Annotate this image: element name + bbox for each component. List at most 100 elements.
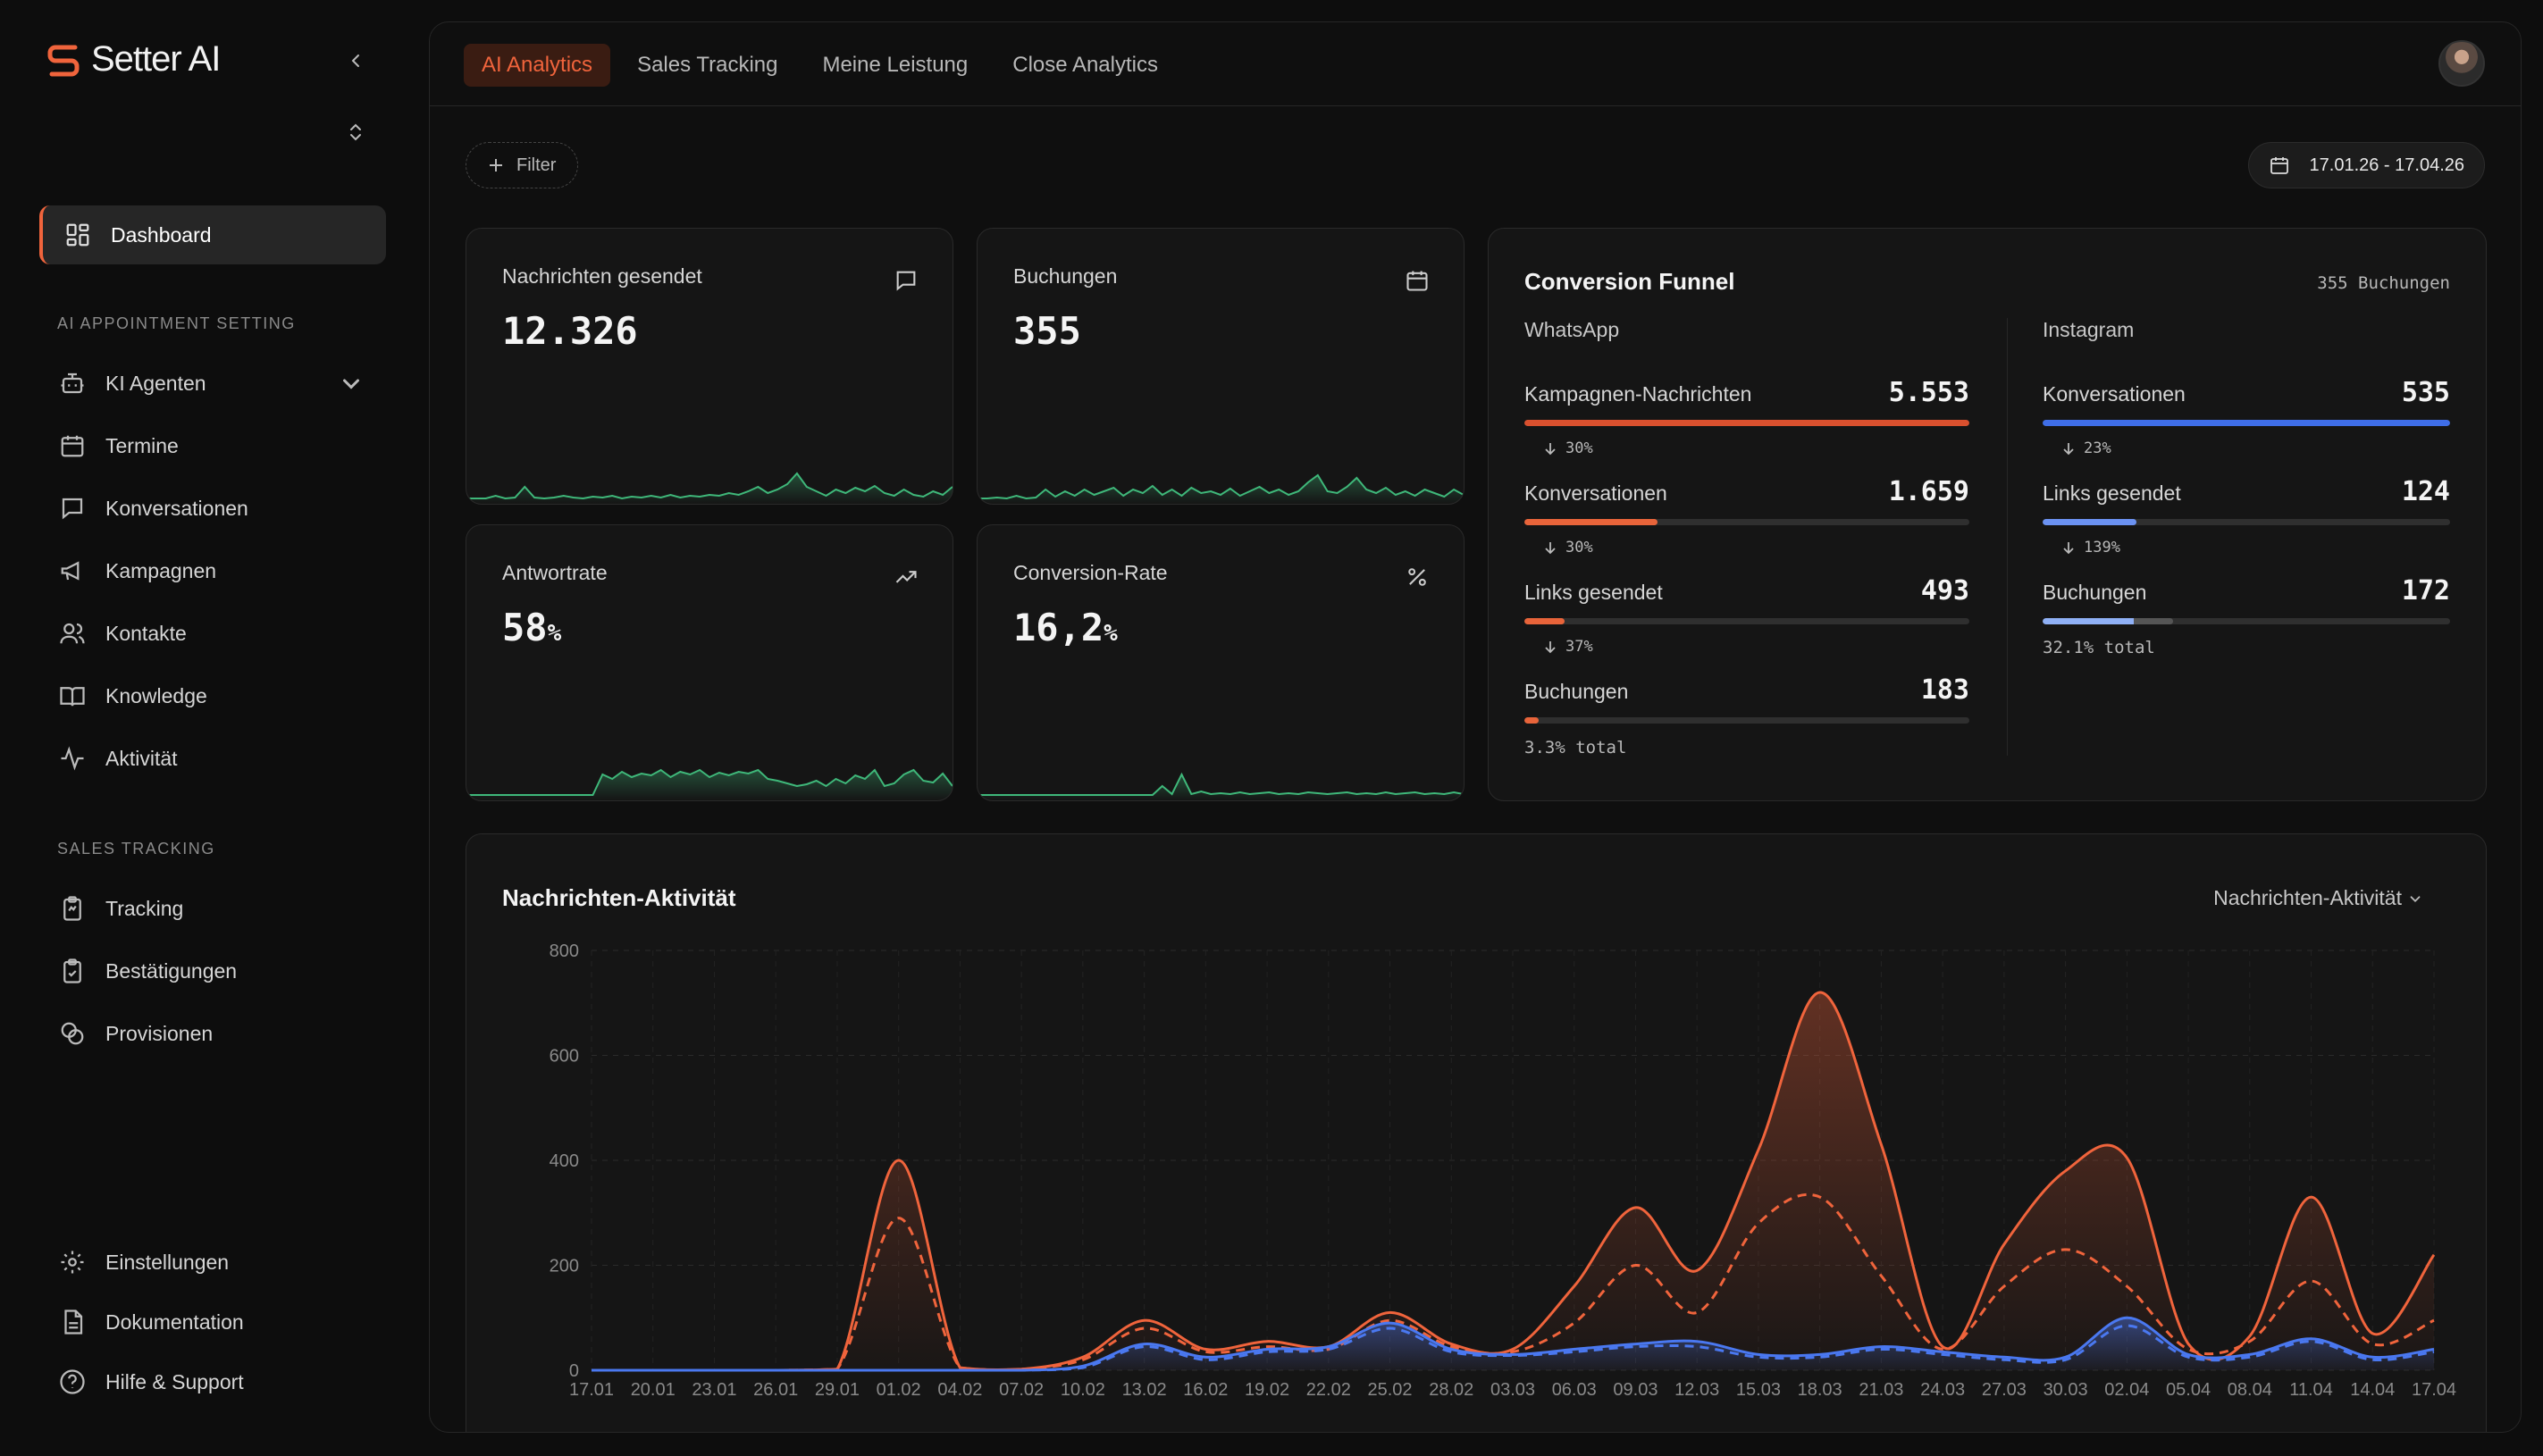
funnel-row-bar-fill (2043, 519, 2136, 525)
funnel-row-bar (2043, 519, 2450, 525)
users-icon (60, 623, 85, 644)
x-tick-label: 13.02 (1122, 1380, 1167, 1400)
chat-icon (62, 498, 83, 520)
nav-tracking[interactable]: Tracking (39, 879, 386, 938)
nav-label: Provisionen (105, 1021, 214, 1045)
kpi-card-messages: Nachrichten gesendet 12.326 (466, 228, 953, 505)
nav-label: Kontakte (105, 621, 187, 645)
funnel-row-bar (1524, 618, 1969, 624)
x-tick-label: 26.01 (753, 1380, 798, 1400)
kpi-card-conversion-rate: Conversion-Rate 16,2% (977, 524, 1465, 801)
funnel-row-value: 493 (1920, 575, 1969, 607)
tab-sales-tracking[interactable]: Sales Tracking (637, 53, 778, 77)
funnel-row-bar-fill (1524, 717, 1540, 724)
whatsapp-funnel-total: 3.3% total (1524, 738, 1627, 757)
chart-metric-select[interactable]: Nachrichten-Aktivität (2213, 886, 2423, 910)
x-tick-label: 10.02 (1061, 1380, 1105, 1400)
sparkline-area (978, 475, 1464, 504)
nav-label: Aktivität (105, 746, 178, 770)
nav-ki-agenten[interactable]: KI Agenten (39, 354, 386, 413)
series-line (591, 1324, 2435, 1372)
funnel-row-bar-fill (1524, 420, 1969, 426)
x-tick-label: 06.03 (1552, 1380, 1597, 1400)
x-tick-label: 30.03 (2044, 1380, 2088, 1400)
nav-termine[interactable]: Termine (39, 416, 386, 475)
nav-dashboard[interactable]: Dashboard (39, 205, 386, 264)
funnel-row-label: Kampagnen-Nachrichten (1524, 382, 1752, 406)
x-tick-label: 04.02 (937, 1380, 982, 1400)
date-range-button[interactable]: 17.01.26 - 17.04.26 (2247, 142, 2485, 188)
sparkline-line (978, 772, 1464, 796)
gear-icon (61, 1251, 84, 1274)
funnel-drop-value: 37% (1565, 638, 1593, 656)
funnel-row-value: 5.553 (1888, 377, 1969, 408)
nav-hilfe-support[interactable]: Hilfe & Support (39, 1352, 386, 1411)
conversion-funnel-card: Conversion Funnel 355 Buchungen WhatsApp… (1488, 228, 2487, 801)
sparkline-area (466, 473, 953, 504)
chat-icon (896, 271, 916, 291)
dashboard-icon (66, 223, 89, 247)
funnel-row-label: Links gesendet (2043, 481, 2181, 505)
nav-kampagnen[interactable]: Kampagnen (39, 541, 386, 600)
nav-knowledge[interactable]: Knowledge (39, 666, 386, 725)
nav-label: Knowledge (105, 683, 207, 707)
x-tick-label: 16.02 (1183, 1380, 1228, 1400)
chart-select-label: Nachrichten-Aktivität (2213, 886, 2402, 909)
x-tick-label: 29.01 (815, 1380, 860, 1400)
filter-button[interactable]: Filter (466, 142, 579, 188)
funnel-row-bar (1524, 519, 1969, 525)
funnel-drop: 139% (2062, 539, 2120, 556)
funnel-row-bar-fill (1524, 618, 1565, 624)
avatar[interactable] (2438, 40, 2485, 87)
kpi-title: Buchungen (1013, 264, 1118, 288)
funnel-row-bar (1524, 420, 1969, 426)
x-tick-label: 01.02 (877, 1380, 921, 1400)
nav-label: Dokumentation (105, 1310, 244, 1334)
activity-icon (61, 746, 84, 771)
nav-bestaetigungen[interactable]: Bestätigungen (39, 941, 386, 1000)
funnel-row-value: 183 (1920, 674, 1969, 706)
nav-label: Tracking (105, 896, 184, 920)
arrow-down-icon (1545, 443, 1556, 456)
nav-provisionen[interactable]: Provisionen (39, 1004, 386, 1063)
kpi-number: 58 (502, 606, 548, 649)
funnel-drop: 23% (2062, 439, 2111, 457)
date-range-label: 17.01.26 - 17.04.26 (2309, 155, 2464, 175)
logo[interactable]: Setter AI (45, 39, 221, 79)
nav-kontakte[interactable]: Kontakte (39, 604, 386, 663)
nav-aktivitaet[interactable]: Aktivität (39, 729, 386, 788)
kpi-title: Conversion-Rate (1013, 561, 1168, 584)
funnel-drop-value: 30% (1565, 539, 1593, 556)
x-tick-label: 05.04 (2166, 1380, 2211, 1400)
whatsapp-column-title: WhatsApp (1524, 318, 1620, 341)
sparkline-conversion-rate (978, 772, 1464, 800)
series-area (592, 992, 2434, 1370)
bot-icon (61, 372, 84, 394)
x-tick-label: 07.02 (999, 1380, 1044, 1400)
funnel-row-bar (2043, 618, 2450, 624)
calendar-icon (1406, 271, 1428, 291)
tab-ai-analytics[interactable]: AI Analytics (464, 44, 611, 87)
kpi-card-reply-rate: Antwortrate 58% (466, 524, 953, 801)
tab-meine-leistung[interactable]: Meine Leistung (822, 53, 969, 77)
nav-dokumentation[interactable]: Dokumentation (39, 1293, 386, 1351)
nav-konversationen[interactable]: Konversationen (39, 479, 386, 538)
tab-close-analytics[interactable]: Close Analytics (1012, 53, 1158, 77)
workspace-switcher[interactable] (341, 118, 370, 146)
chevron-down-icon[interactable] (338, 370, 365, 397)
kpi-unit: % (547, 620, 562, 647)
funnel-row-bar (2043, 420, 2450, 426)
funnel-row-bar (1524, 717, 1969, 724)
kpi-value: 12.326 (502, 309, 638, 353)
clipboard-check-icon (63, 958, 81, 983)
nav-label: Bestätigungen (105, 958, 238, 983)
collapse-sidebar-button[interactable] (341, 46, 370, 75)
nav-label: Konversationen (105, 496, 248, 520)
nav-einstellungen[interactable]: Einstellungen (39, 1233, 386, 1292)
series-line (591, 1192, 2435, 1372)
section-label-ai: AI APPOINTMENT SETTING (57, 314, 296, 332)
funnel-row-label: Buchungen (1524, 680, 1629, 703)
nav-label: Dashboard (111, 222, 212, 247)
y-tick-label: 800 (550, 941, 579, 961)
x-tick-label: 22.02 (1306, 1380, 1351, 1400)
